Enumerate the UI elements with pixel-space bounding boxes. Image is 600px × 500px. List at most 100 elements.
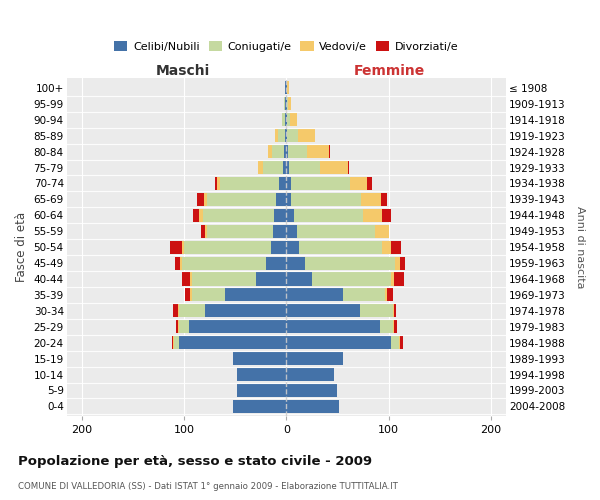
Bar <box>237 384 286 397</box>
Bar <box>233 400 286 413</box>
Bar <box>286 384 337 397</box>
Bar <box>286 336 403 349</box>
Bar <box>286 82 289 94</box>
Bar <box>286 177 367 190</box>
Bar <box>286 145 329 158</box>
Bar <box>286 98 292 110</box>
Bar <box>237 368 286 381</box>
Bar <box>237 368 286 381</box>
Bar <box>284 145 286 158</box>
Bar <box>178 320 286 334</box>
Bar <box>282 113 286 126</box>
Bar <box>286 320 394 334</box>
Bar <box>286 113 287 126</box>
Bar <box>286 400 340 413</box>
Bar <box>199 209 286 222</box>
Bar <box>170 240 286 254</box>
Bar <box>284 98 286 110</box>
Bar <box>286 193 292 206</box>
Bar <box>233 400 286 413</box>
Bar <box>286 209 363 222</box>
Bar <box>237 384 286 397</box>
Bar <box>286 256 395 270</box>
Bar <box>203 209 286 222</box>
Bar <box>173 336 286 349</box>
Bar <box>282 113 286 126</box>
Bar <box>176 320 286 334</box>
Bar <box>286 161 289 174</box>
Bar <box>185 288 286 302</box>
Bar <box>268 145 286 158</box>
Bar <box>286 113 296 126</box>
Bar <box>179 336 286 349</box>
Bar <box>286 288 388 302</box>
Bar <box>233 352 286 365</box>
Bar <box>272 145 286 158</box>
Bar <box>233 352 286 365</box>
Bar <box>275 129 286 142</box>
Bar <box>286 272 391 285</box>
Bar <box>286 145 289 158</box>
Bar <box>225 288 286 302</box>
Bar <box>286 320 392 334</box>
Bar <box>286 177 292 190</box>
Bar <box>178 304 286 318</box>
Bar <box>286 177 372 190</box>
Text: COMUNE DI VALLEDORIA (SS) - Dati ISTAT 1° gennaio 2009 - Elaborazione TUTTITALIA: COMUNE DI VALLEDORIA (SS) - Dati ISTAT 1… <box>18 482 398 491</box>
Bar <box>286 82 289 94</box>
Bar <box>190 288 286 302</box>
Bar <box>193 209 286 222</box>
Bar <box>268 145 286 158</box>
Bar <box>257 161 286 174</box>
Bar <box>286 129 287 142</box>
Bar <box>286 177 350 190</box>
Bar <box>285 82 286 94</box>
Bar <box>206 193 286 206</box>
Bar <box>256 272 286 285</box>
Bar <box>286 336 400 349</box>
Bar <box>276 193 286 206</box>
Bar <box>286 288 343 302</box>
Bar <box>286 209 391 222</box>
Bar <box>286 129 315 142</box>
Bar <box>283 161 286 174</box>
Bar <box>286 98 292 110</box>
Bar <box>192 288 286 302</box>
Bar <box>172 336 286 349</box>
Bar <box>286 400 340 413</box>
Bar <box>237 368 286 381</box>
Bar <box>286 145 307 158</box>
Bar <box>286 304 394 318</box>
Bar <box>266 256 286 270</box>
Bar <box>286 209 295 222</box>
Bar <box>286 113 296 126</box>
Bar <box>286 256 305 270</box>
Bar <box>286 336 391 349</box>
Y-axis label: Anni di nascita: Anni di nascita <box>575 206 585 288</box>
Bar <box>286 368 334 381</box>
Bar <box>286 368 334 381</box>
Bar <box>285 98 286 110</box>
Bar <box>286 224 296 238</box>
Bar <box>205 224 286 238</box>
Bar <box>189 320 286 334</box>
Bar <box>182 240 286 254</box>
Bar <box>286 224 375 238</box>
Bar <box>182 256 286 270</box>
Bar <box>237 384 286 397</box>
Bar <box>286 82 287 94</box>
Bar <box>182 272 286 285</box>
Bar <box>286 240 391 254</box>
Bar <box>286 352 343 365</box>
Bar <box>286 209 382 222</box>
Bar <box>286 368 334 381</box>
Bar <box>286 288 392 302</box>
Bar <box>179 320 286 334</box>
Bar <box>286 352 343 365</box>
Bar <box>282 113 286 126</box>
Bar <box>237 384 286 397</box>
Bar <box>286 304 392 318</box>
Bar <box>286 113 290 126</box>
Bar <box>286 400 340 413</box>
Bar <box>278 129 286 142</box>
